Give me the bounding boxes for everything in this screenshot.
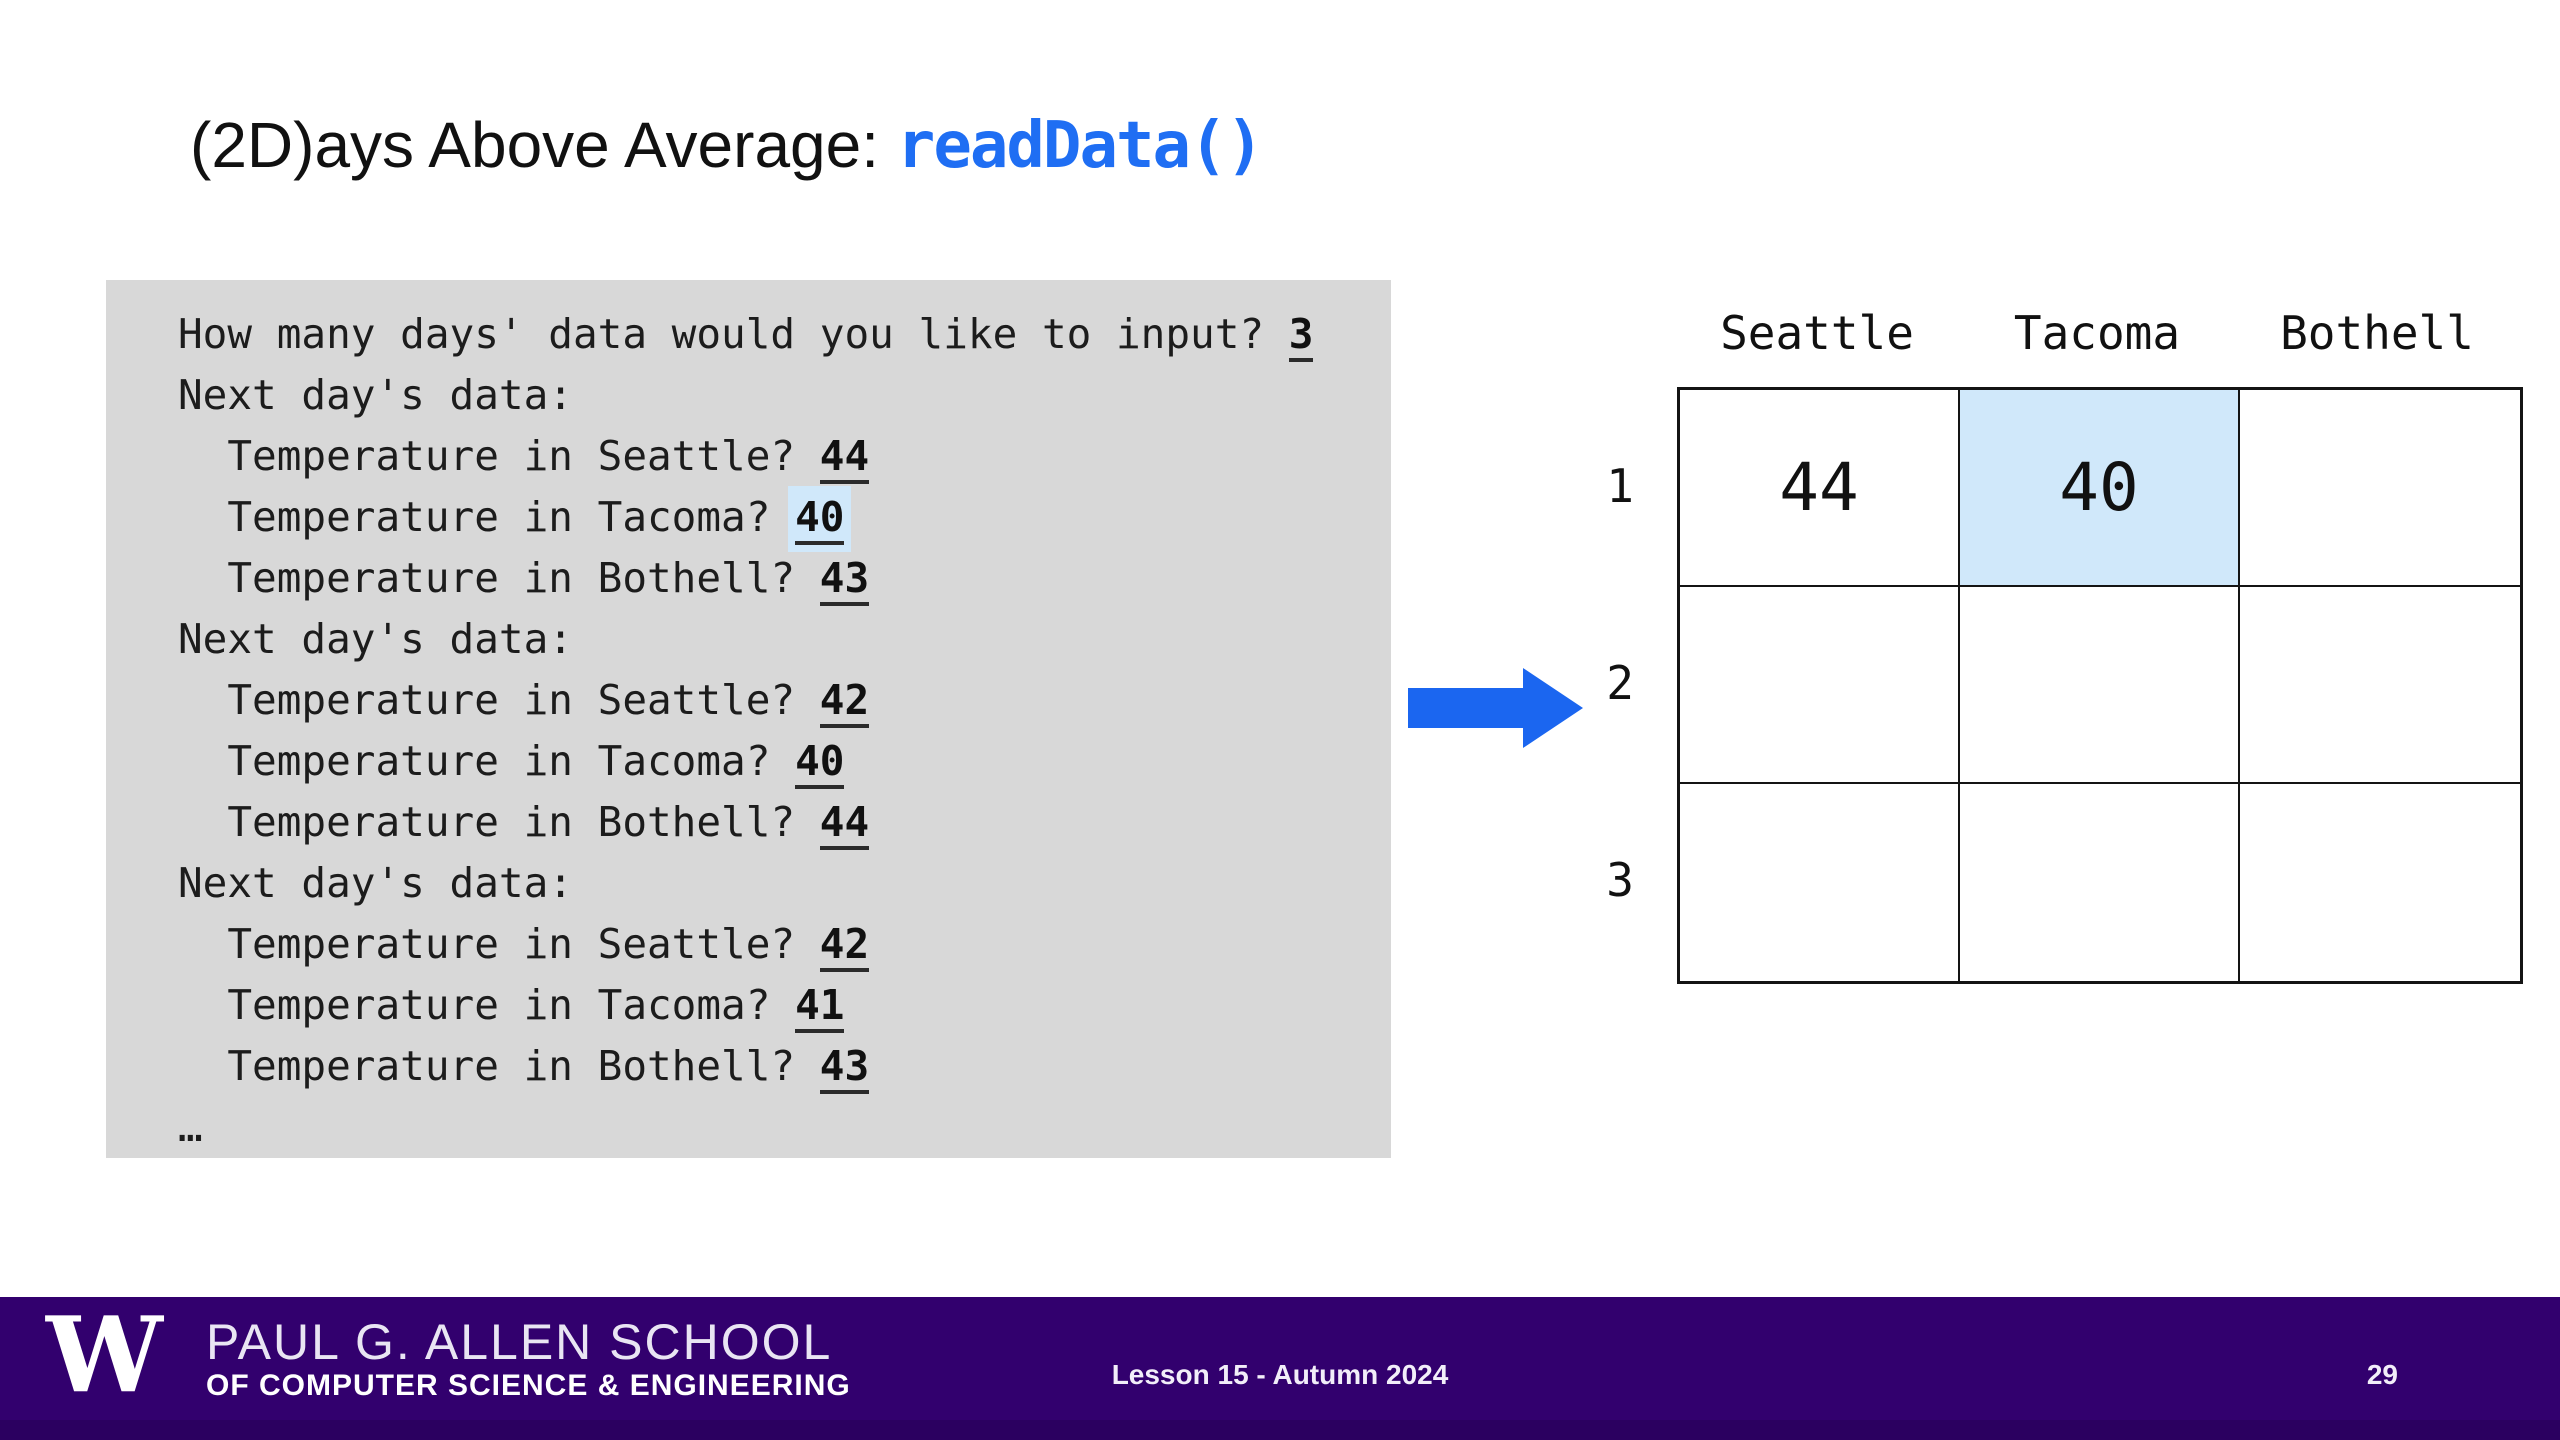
console-text: Next day's data: (178, 859, 573, 907)
console-line: How many days' data would you like to in… (178, 304, 1361, 365)
console-line: Next day's data: (178, 609, 1361, 670)
school-name-block: PAUL G. ALLEN SCHOOL OF COMPUTER SCIENCE… (206, 1315, 851, 1403)
console-text: Temperature in Tacoma? (178, 737, 796, 785)
lesson-label: Lesson 15 - Autumn 2024 (1111, 1359, 1449, 1390)
column-header-seattle: Seattle (1720, 306, 1914, 360)
console-text: Temperature in Tacoma? (178, 981, 796, 1029)
console-text: Temperature in Seattle? (178, 920, 820, 968)
column-header-tacoma: Tacoma (2013, 306, 2181, 360)
grid-cell-r1-tacoma-highlighted: 40 (1960, 390, 2240, 587)
grid-cell-r1-bothell (2240, 390, 2520, 587)
grid-cell-r3-seattle (1680, 784, 1960, 981)
console-text: Next day's data: (178, 615, 573, 663)
console-input-value: 43 (819, 1042, 870, 1094)
row-label-3: 3 (1606, 852, 1634, 907)
console-line: … (178, 1097, 1361, 1158)
console-line: Temperature in Tacoma? 40 (178, 731, 1361, 792)
grid-cell-r2-bothell (2240, 587, 2520, 784)
console-input-value-highlighted: 40 (795, 493, 845, 545)
console-line: Temperature in Seattle? 44 (178, 426, 1361, 487)
uw-logo: W (46, 1293, 163, 1416)
console-input-value: 44 (819, 432, 870, 484)
console-input-value: 42 (819, 920, 870, 972)
school-name-line1: PAUL G. ALLEN SCHOOL (206, 1314, 833, 1370)
console-line: Temperature in Bothell? 43 (178, 548, 1361, 609)
console-text: Temperature in Bothell? (178, 798, 820, 846)
console-text: How many days' data would you like to in… (178, 310, 1289, 358)
console-output-box: How many days' data would you like to in… (106, 280, 1391, 1158)
column-header-bothell: Bothell (2280, 306, 2474, 360)
console-input-value: 41 (795, 981, 845, 1033)
school-name-line2: OF COMPUTER SCIENCE & ENGINEERING (206, 1369, 851, 1402)
console-line: Next day's data: (178, 365, 1361, 426)
grid-cell-r2-tacoma (1960, 587, 2240, 784)
console-line: Temperature in Tacoma? 40 (178, 487, 1361, 548)
console-text: Temperature in Seattle? (178, 432, 820, 480)
console-line: Next day's data: (178, 853, 1361, 914)
console-input-value: 44 (819, 798, 870, 850)
page-number: 29 (2366, 1359, 2398, 1390)
console-text: Temperature in Bothell? (178, 1042, 820, 1090)
console-line: Temperature in Bothell? 43 (178, 1036, 1361, 1097)
right-arrow-icon (1408, 668, 1583, 748)
console-line: Temperature in Seattle? 42 (178, 914, 1361, 975)
footer-shade-strip (0, 1420, 2560, 1440)
grid-cell-r1-seattle: 44 (1680, 390, 1960, 587)
row-label-1: 1 (1606, 458, 1634, 513)
console-input-value: 3 (1288, 310, 1314, 362)
page-title: (2D)ays Above Average: readData() (190, 108, 1264, 183)
console-text: Next day's data: (178, 371, 573, 419)
grid-cell-r2-seattle (1680, 587, 1960, 784)
console-text: … (178, 1103, 203, 1151)
row-label-2: 2 (1606, 655, 1634, 710)
table-column-headers: Seattle Tacoma Bothell (1677, 306, 2517, 366)
console-text: Temperature in Seattle? (178, 676, 820, 724)
table-row-labels: 1 2 3 (1540, 387, 1650, 978)
console-input-value: 42 (819, 676, 870, 728)
console-line: Temperature in Seattle? 42 (178, 670, 1361, 731)
title-code-text: readData() (896, 109, 1264, 183)
temperature-grid: 44 40 (1677, 387, 2523, 984)
footer-bar: W PAUL G. ALLEN SCHOOL OF COMPUTER SCIEN… (0, 1297, 2560, 1440)
console-text: Temperature in Bothell? (178, 554, 820, 602)
console-text: Temperature in Tacoma? (178, 493, 796, 541)
title-text: (2D)ays Above Average: (190, 109, 897, 181)
right-arrow-shape (1408, 668, 1583, 748)
console-input-value: 43 (819, 554, 870, 606)
console-line: Temperature in Bothell? 44 (178, 792, 1361, 853)
console-line: Temperature in Tacoma? 41 (178, 975, 1361, 1036)
console-input-value: 40 (795, 737, 845, 789)
grid-cell-r3-bothell (2240, 784, 2520, 981)
grid-cell-r3-tacoma (1960, 784, 2240, 981)
